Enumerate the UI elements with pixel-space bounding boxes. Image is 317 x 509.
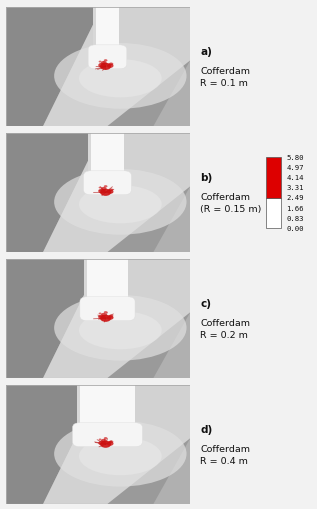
- Circle shape: [107, 442, 113, 446]
- Polygon shape: [107, 385, 190, 504]
- Polygon shape: [6, 8, 102, 127]
- Polygon shape: [91, 131, 124, 186]
- Circle shape: [100, 64, 111, 71]
- Ellipse shape: [54, 44, 186, 109]
- Polygon shape: [107, 133, 190, 252]
- Text: d): d): [200, 424, 213, 434]
- Polygon shape: [43, 133, 190, 252]
- Circle shape: [104, 186, 107, 188]
- Text: a): a): [200, 47, 212, 57]
- Polygon shape: [84, 257, 87, 312]
- Polygon shape: [43, 385, 190, 504]
- Circle shape: [101, 439, 107, 442]
- Ellipse shape: [54, 421, 186, 487]
- Circle shape: [99, 62, 101, 64]
- Circle shape: [104, 437, 107, 440]
- Circle shape: [99, 439, 101, 440]
- FancyBboxPatch shape: [73, 423, 142, 447]
- Circle shape: [99, 313, 101, 315]
- Text: Cofferdam
(R = 0.15 m): Cofferdam (R = 0.15 m): [200, 193, 262, 213]
- Circle shape: [109, 64, 113, 66]
- FancyBboxPatch shape: [80, 297, 135, 321]
- Circle shape: [107, 190, 113, 194]
- Circle shape: [100, 441, 111, 448]
- Circle shape: [99, 187, 101, 189]
- Circle shape: [104, 60, 107, 63]
- Polygon shape: [6, 385, 190, 504]
- Circle shape: [104, 312, 107, 314]
- Polygon shape: [93, 5, 95, 60]
- Ellipse shape: [79, 186, 162, 224]
- Text: b): b): [200, 173, 213, 183]
- Circle shape: [109, 315, 113, 318]
- Polygon shape: [6, 385, 102, 504]
- Circle shape: [107, 65, 113, 69]
- Circle shape: [98, 315, 106, 320]
- Circle shape: [101, 187, 107, 191]
- Polygon shape: [6, 133, 190, 252]
- Polygon shape: [6, 259, 102, 378]
- Circle shape: [109, 189, 113, 192]
- Text: 0.00: 0.00: [287, 225, 304, 232]
- Ellipse shape: [54, 295, 186, 361]
- Polygon shape: [95, 5, 120, 60]
- Ellipse shape: [54, 169, 186, 235]
- Text: Cofferdam
R = 0.1 m: Cofferdam R = 0.1 m: [200, 67, 250, 88]
- Ellipse shape: [79, 437, 162, 475]
- Polygon shape: [80, 382, 135, 437]
- Circle shape: [107, 316, 113, 320]
- Polygon shape: [107, 8, 190, 127]
- Text: 5.80: 5.80: [287, 154, 304, 160]
- Polygon shape: [6, 259, 190, 378]
- Circle shape: [101, 313, 107, 317]
- Circle shape: [100, 315, 111, 322]
- Polygon shape: [88, 131, 91, 186]
- Text: 3.31: 3.31: [287, 185, 304, 191]
- Bar: [266, 199, 281, 229]
- Polygon shape: [107, 259, 190, 378]
- Polygon shape: [43, 259, 190, 378]
- Ellipse shape: [79, 312, 162, 350]
- Circle shape: [101, 62, 107, 66]
- Polygon shape: [6, 133, 102, 252]
- Text: Cofferdam
R = 0.2 m: Cofferdam R = 0.2 m: [200, 319, 250, 339]
- Text: 1.66: 1.66: [287, 205, 304, 211]
- Polygon shape: [43, 8, 190, 127]
- Polygon shape: [77, 382, 80, 437]
- Bar: [266, 157, 281, 199]
- Text: 4.14: 4.14: [287, 175, 304, 181]
- Text: c): c): [200, 298, 211, 308]
- Circle shape: [109, 440, 113, 443]
- Circle shape: [98, 441, 106, 445]
- Text: 2.49: 2.49: [287, 195, 304, 201]
- Circle shape: [98, 64, 106, 68]
- Text: 4.97: 4.97: [287, 164, 304, 171]
- Polygon shape: [6, 8, 190, 127]
- Text: 0.83: 0.83: [287, 215, 304, 221]
- FancyBboxPatch shape: [88, 46, 127, 70]
- Ellipse shape: [79, 60, 162, 98]
- Polygon shape: [87, 257, 128, 312]
- Circle shape: [98, 189, 106, 194]
- Text: Cofferdam
R = 0.4 m: Cofferdam R = 0.4 m: [200, 444, 250, 465]
- Circle shape: [100, 189, 111, 196]
- FancyBboxPatch shape: [84, 172, 131, 195]
